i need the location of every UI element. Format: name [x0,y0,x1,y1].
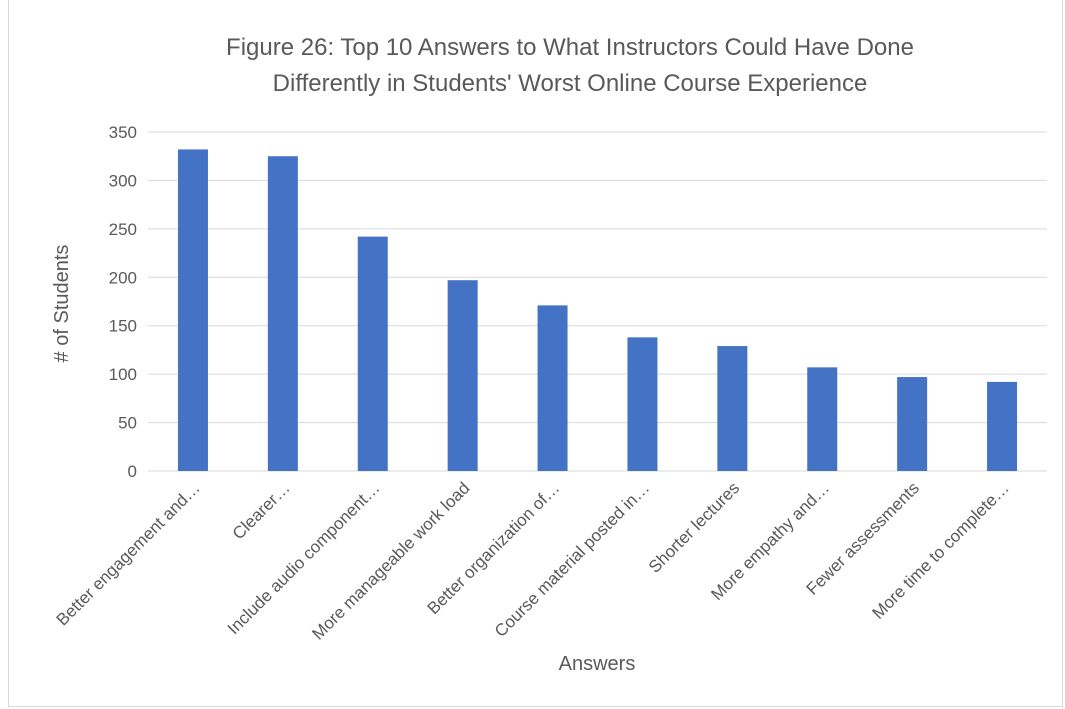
x-tick-label: Shorter lectures [645,478,743,576]
y-tick-label: 0 [128,462,137,481]
y-axis-title: # of Students [51,245,73,363]
chart-title: Figure 26: Top 10 Answers to What Instru… [100,30,1040,102]
x-tick-label: Include audio component… [224,478,384,638]
bar [537,305,568,471]
x-axis-title: Answers [559,653,636,675]
y-tick-label: 150 [109,317,137,336]
chart-title-line-1: Figure 26: Top 10 Answers to What Instru… [226,34,914,61]
bar [897,377,928,471]
y-tick-label: 200 [109,268,137,287]
bar [807,367,838,471]
x-tick-label: More manageable work load [308,478,473,643]
y-tick-label: 250 [109,220,137,239]
bar [717,346,748,471]
bars [177,149,1018,472]
chart-title-line-2: Differently in Students' Worst Online Co… [272,70,868,97]
x-tick-label: Clearer… [229,478,294,543]
bar [987,381,1018,471]
bar [267,156,298,471]
y-tick-labels: 0 50 100 150 200 250 300 350 [109,123,137,481]
bar [627,337,658,471]
y-tick-label: 300 [109,171,137,190]
y-tick-label: 100 [109,365,137,384]
x-tick-label: Course material posted in… [491,478,653,640]
y-tick-label: 50 [118,414,137,433]
bar [357,236,388,471]
bar [177,149,208,472]
bar [447,280,478,471]
x-tick-labels: Better engagement and… Clearer…Include au… [53,478,1013,643]
x-tick-label: Better engagement and… [53,478,204,629]
y-tick-label: 350 [109,123,137,142]
